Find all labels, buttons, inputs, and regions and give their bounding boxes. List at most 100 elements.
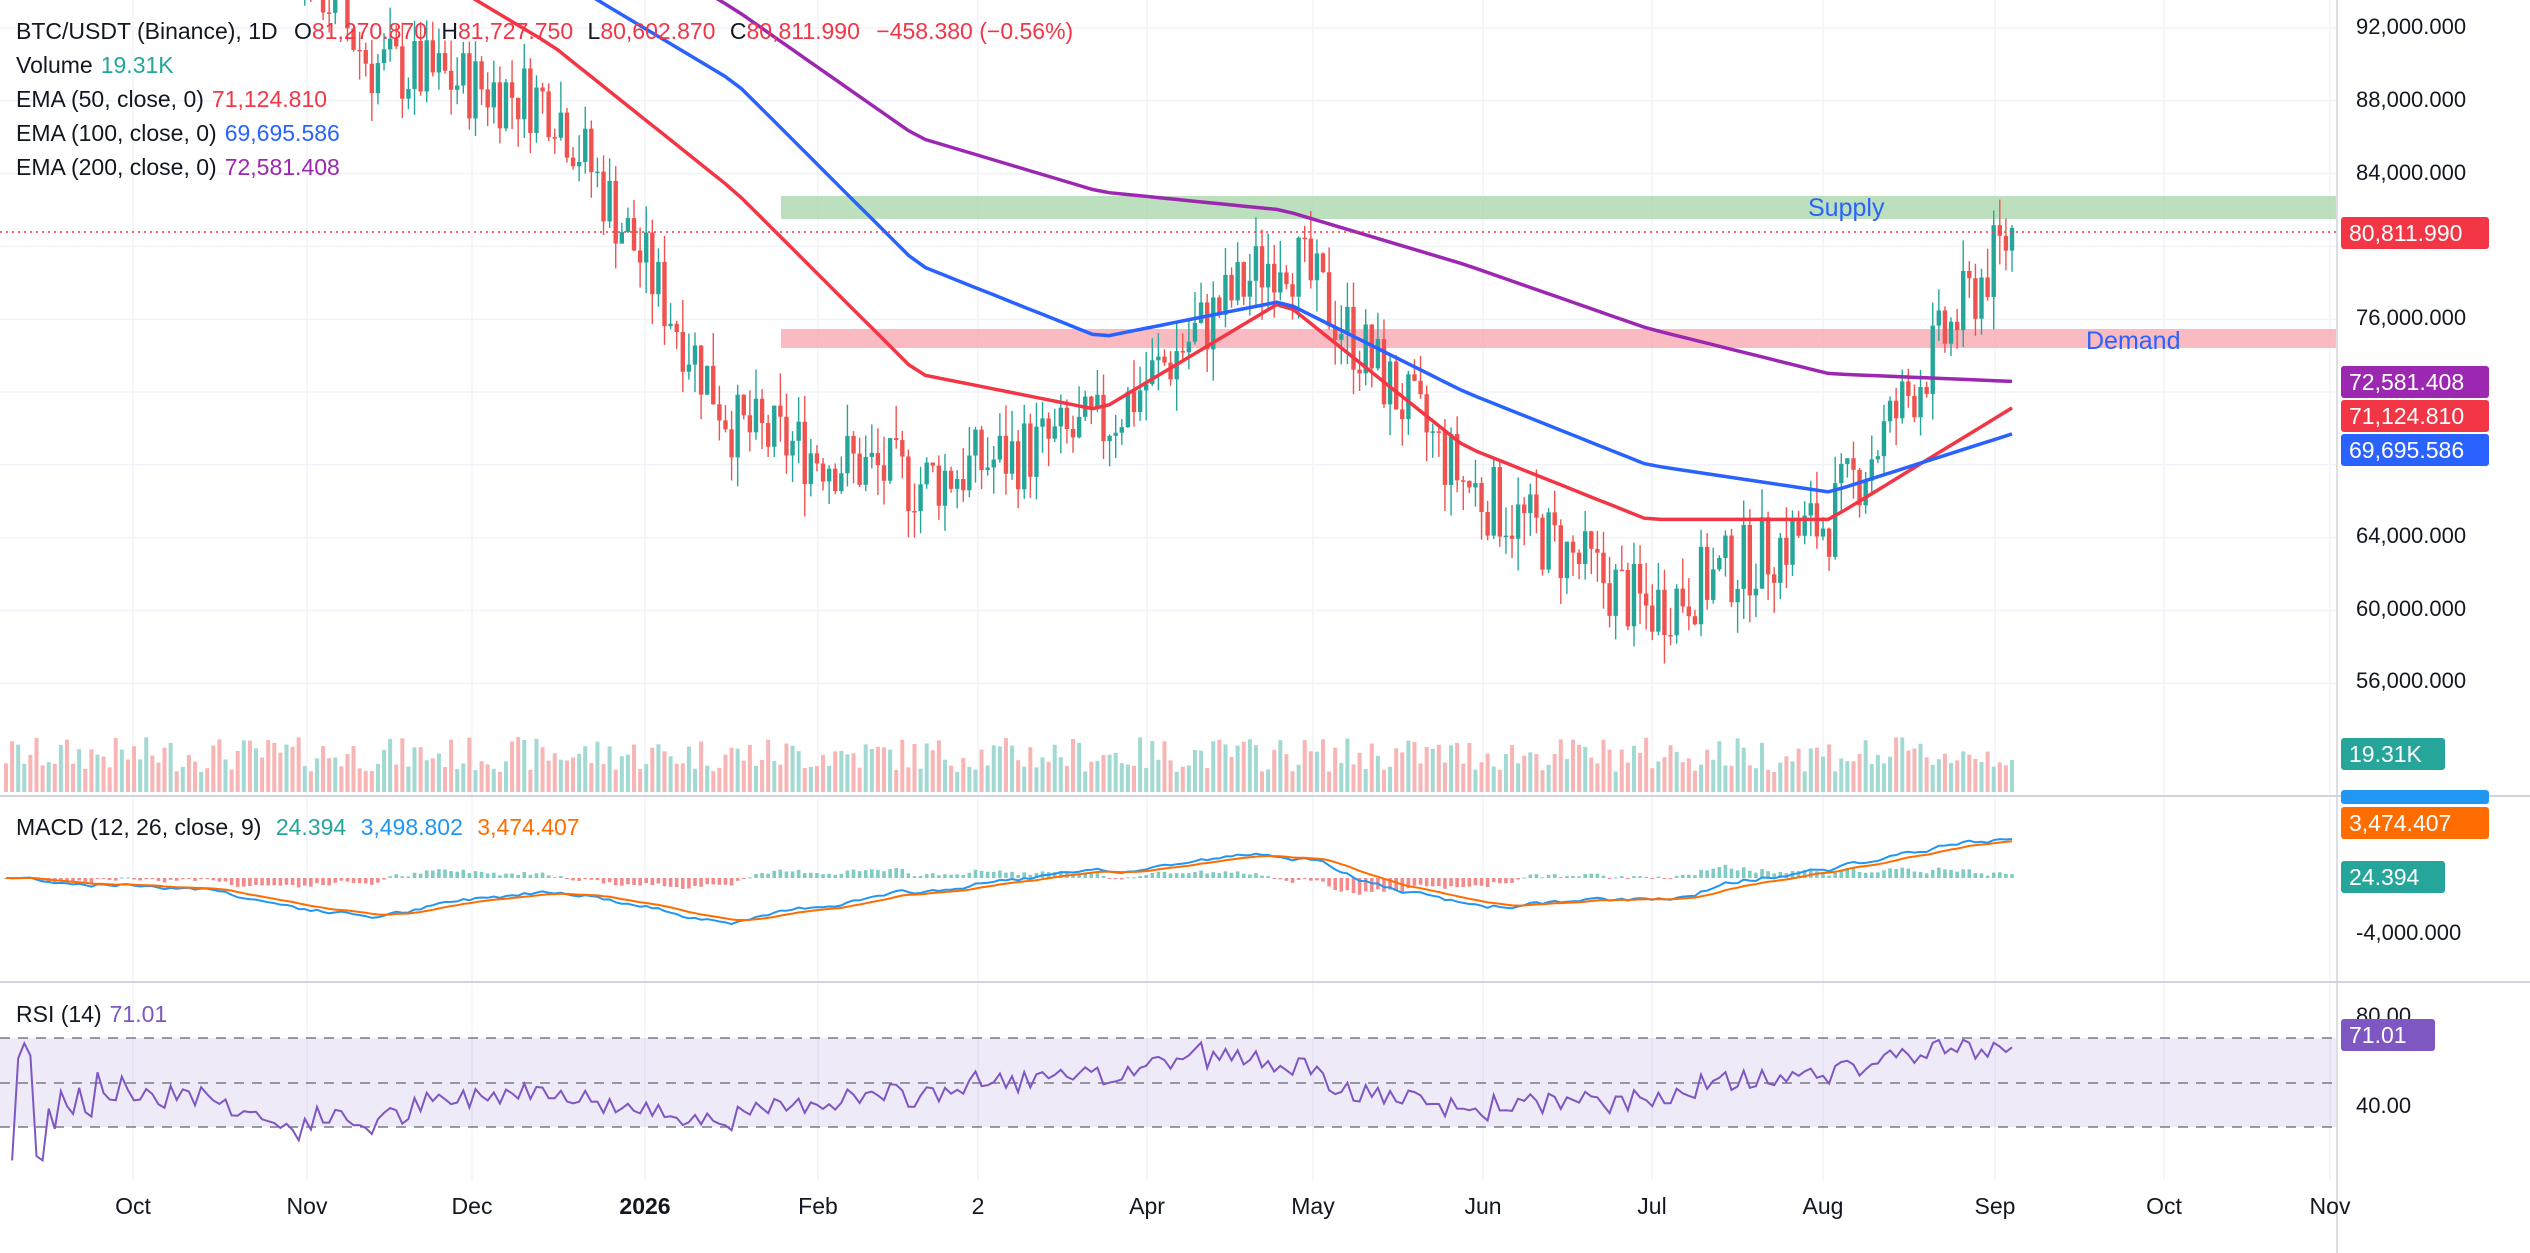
candle-body	[698, 345, 704, 395]
volume-bar	[1814, 747, 1819, 792]
time-axis-label: Oct	[2146, 1193, 2182, 1219]
macd-histogram-bar	[1662, 878, 1667, 879]
ema200-badge[interactable]: 72,581.408	[2341, 366, 2489, 398]
candle-body	[1802, 515, 1807, 536]
candle-body	[1875, 456, 1881, 460]
volume-bar	[138, 759, 143, 792]
macd-histogram-bar	[577, 878, 581, 881]
ema200-legend[interactable]: EMA (200, close, 0) 72,581.408	[16, 154, 340, 180]
macd-histogram-bar	[772, 870, 777, 878]
volume-bar	[674, 763, 679, 792]
volume-bar	[918, 768, 923, 792]
candle-body	[942, 470, 948, 506]
macd-histogram-bar	[1522, 877, 1527, 879]
volume-bar	[77, 749, 82, 792]
macd-histogram-bar	[583, 878, 588, 879]
volume-bar	[906, 767, 911, 792]
candle-body	[2009, 227, 2015, 251]
volume-bar	[1449, 745, 1454, 792]
candle-body	[1009, 441, 1015, 474]
candle-body	[442, 53, 448, 71]
macd-histogram-bar	[1601, 875, 1606, 878]
macd-histogram-bar	[1369, 878, 1374, 892]
macd-histogram-bar	[284, 878, 289, 885]
candle-body	[485, 89, 490, 108]
volume-bar	[455, 768, 460, 792]
macd-histogram-bar	[1559, 877, 1563, 879]
ema50-legend[interactable]: EMA (50, close, 0) 71,124.810	[16, 86, 328, 112]
macd-histogram-bar	[1357, 878, 1362, 895]
volume-bar	[619, 756, 624, 792]
symbol-legend[interactable]: BTC/USDT (Binance), 1D O81,270.870 H81,7…	[16, 18, 1073, 45]
volume-bar	[1802, 771, 1807, 792]
volume-bar	[1436, 744, 1441, 792]
volume-bar	[1467, 743, 1472, 792]
macd-signal-badge[interactable]: 3,474.407	[2341, 807, 2489, 839]
macd-histogram-bar	[1754, 872, 1758, 878]
macd-histogram-bar	[790, 871, 795, 878]
volume-legend[interactable]: Volume 19.31K	[16, 52, 174, 78]
ema100-legend[interactable]: EMA (100, close, 0) 69,695.586	[16, 120, 340, 146]
rsi-badge[interactable]: 71.01	[2341, 1019, 2435, 1051]
volume-bar	[436, 753, 441, 792]
volume-bar	[857, 767, 862, 792]
volume-bar	[1753, 768, 1758, 792]
candle-body	[1320, 253, 1326, 273]
volume-bar	[1747, 765, 1752, 792]
volume-bar	[125, 759, 130, 792]
candle-body	[1954, 321, 1960, 331]
macd-histogram-bar	[2004, 873, 2008, 878]
ema-lines	[472, 0, 2013, 522]
volume-bar	[863, 744, 868, 792]
candle-body	[1790, 520, 1795, 565]
volume-bar	[211, 745, 216, 792]
macd-histogram-bar	[1772, 873, 1777, 878]
volume-bar	[1552, 753, 1557, 792]
volume-bar	[766, 739, 771, 792]
macd-histogram-bar	[516, 874, 520, 878]
candle-body	[759, 398, 765, 424]
candle-body	[515, 97, 521, 120]
candle-body	[1497, 467, 1503, 537]
macd-histogram-bar	[1528, 874, 1533, 878]
volume-bar	[296, 737, 301, 792]
volume-bar	[1131, 765, 1136, 792]
candle-body	[1668, 634, 1673, 637]
macd-histogram-bar	[199, 878, 203, 879]
candle-body	[418, 41, 423, 92]
macd-histogram-bar	[418, 873, 423, 878]
macd-histogram-bar	[1449, 878, 1453, 887]
volume-bar	[1863, 740, 1868, 792]
macd-histogram-bar	[1327, 878, 1331, 887]
volume-bar	[223, 759, 228, 792]
macd-histogram-bar	[1900, 867, 1905, 878]
ema50-badge[interactable]: 71,124.810	[2341, 400, 2489, 432]
volume-bar	[199, 771, 204, 792]
macd-hist-badge[interactable]: 24.394	[2341, 861, 2445, 893]
macd-histogram-bar	[315, 878, 319, 884]
volume-bar	[369, 770, 374, 792]
candle-body	[1845, 458, 1850, 464]
ema100-badge[interactable]: 69,695.586	[2341, 434, 2489, 466]
volume-bar	[1918, 743, 1923, 792]
volume-badge[interactable]: 19.31K	[2341, 738, 2445, 770]
candle-body	[381, 49, 387, 64]
candle-body	[625, 218, 631, 233]
macd-histogram-bar	[321, 878, 325, 886]
volume-bar	[1473, 769, 1478, 792]
macd-histogram-bar	[1498, 878, 1502, 884]
rsi-legend[interactable]: RSI (14) 71.01	[16, 1001, 168, 1027]
volume-bar	[1741, 747, 1746, 792]
macd-legend[interactable]: MACD (12, 26, close, 9) 24.394 3,498.802…	[16, 814, 580, 840]
macd-histogram-bar	[809, 872, 813, 878]
candle-body	[991, 459, 996, 468]
macd-histogram-bar	[327, 878, 331, 886]
volume-bar	[1253, 745, 1258, 792]
volume-bar	[735, 748, 740, 792]
macd-histogram-bar	[95, 878, 100, 879]
last-price-badge[interactable]: 80,811.990	[2341, 217, 2489, 249]
macd-histogram-bar	[235, 878, 240, 887]
candle-body	[796, 421, 801, 441]
macd-histogram-bar	[1388, 878, 1392, 890]
